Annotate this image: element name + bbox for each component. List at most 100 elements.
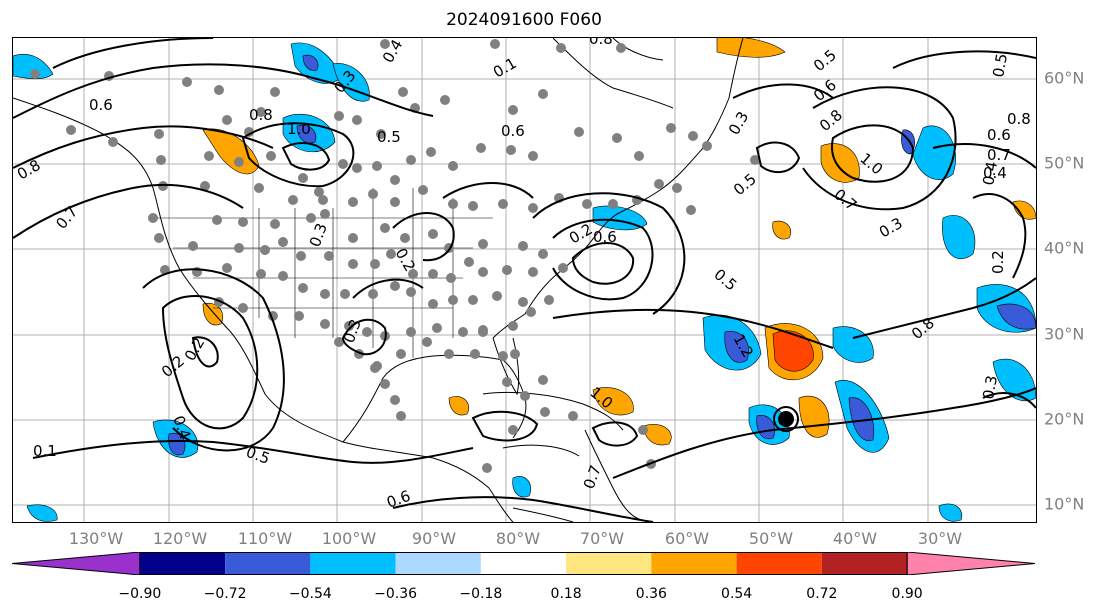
station-dot xyxy=(334,337,344,347)
station-dot xyxy=(422,337,432,347)
contour-label: 0.5 xyxy=(730,170,760,199)
station-dot xyxy=(528,203,538,213)
station-dot xyxy=(478,325,488,335)
colorbar-min-extension xyxy=(12,552,141,575)
station-dot xyxy=(368,189,378,199)
contour-label: 0.5 xyxy=(244,443,273,468)
station-dot xyxy=(528,267,538,277)
station-dot xyxy=(154,129,164,139)
station-dot xyxy=(234,243,244,253)
station-dot xyxy=(440,95,450,105)
contour-label: 0.7 xyxy=(52,203,81,233)
station-dot xyxy=(270,87,280,97)
station-dot xyxy=(418,185,428,195)
station-dot xyxy=(334,111,344,121)
station-dot xyxy=(320,319,330,329)
station-dot xyxy=(498,199,508,209)
contour-label: 0.8 xyxy=(249,106,273,124)
contour-label: 0.3 xyxy=(725,108,753,138)
contour-label: 0.7 xyxy=(830,185,860,214)
station-dot xyxy=(376,129,386,139)
station-dot xyxy=(390,281,400,291)
contour-label: 0.7 xyxy=(987,146,1011,164)
contour-label: 1.0 xyxy=(856,149,886,178)
station-dot xyxy=(654,179,664,189)
contour-label: 0.8 xyxy=(14,156,44,184)
station-dot xyxy=(544,295,554,305)
station-dot xyxy=(538,375,548,385)
colorbar-tick-label: 0.90 xyxy=(891,586,923,602)
colorbar-segment xyxy=(225,552,311,575)
station-dot xyxy=(498,351,508,361)
station-dot xyxy=(502,377,512,387)
longitude-label: 70°W xyxy=(579,529,625,548)
station-dot xyxy=(340,289,350,299)
station-dot xyxy=(508,425,518,435)
station-dot xyxy=(396,349,406,359)
colorbar-tick-label: −0.36 xyxy=(374,586,418,602)
station-dot xyxy=(200,181,210,191)
station-dot xyxy=(612,133,622,143)
station-dot xyxy=(608,199,618,209)
longitude-label: 100°W xyxy=(321,529,377,548)
station-dot xyxy=(370,363,380,373)
station-dot xyxy=(244,127,254,137)
contour-lines xyxy=(13,38,1036,522)
station-dot xyxy=(380,39,390,49)
station-dot xyxy=(666,123,676,133)
colorbar-segment xyxy=(395,552,481,575)
station-dot xyxy=(362,327,372,337)
station-dot xyxy=(296,251,306,261)
colorbar-segment xyxy=(821,552,908,575)
latitude-label: 50°N xyxy=(1044,153,1085,173)
station-dot xyxy=(458,327,468,337)
station-dot xyxy=(750,155,760,165)
station-dot xyxy=(702,141,712,151)
station-dot xyxy=(528,151,538,161)
station-dot xyxy=(540,407,550,417)
station-dot xyxy=(444,349,454,359)
station-dot xyxy=(188,241,198,251)
station-dot xyxy=(568,411,578,421)
station-dot xyxy=(318,195,328,205)
contour-label: 0.3 xyxy=(306,221,331,250)
station-dot xyxy=(464,257,474,267)
station-dot xyxy=(538,249,548,259)
station-dot xyxy=(518,241,528,251)
station-dot xyxy=(156,155,166,165)
station-dot xyxy=(214,85,224,95)
station-dot xyxy=(298,283,308,293)
station-dot xyxy=(320,289,330,299)
station-dot xyxy=(574,127,584,137)
colorbar-tick-label: −0.90 xyxy=(118,586,162,602)
contour-label: 0.5 xyxy=(810,46,840,75)
station-dot xyxy=(526,307,536,317)
station-dot xyxy=(508,321,518,331)
station-dot xyxy=(428,269,438,279)
map-canvas: 0.60.80.70.81.00.30.40.10.5 0.60.80.50.60… xyxy=(13,38,1036,522)
contour-label: 0.2 xyxy=(989,250,1007,274)
station-dot xyxy=(260,245,270,255)
contour-label: 0.3 xyxy=(979,374,1001,401)
station-dot xyxy=(278,237,288,247)
station-dot xyxy=(672,183,682,193)
station-dot xyxy=(256,269,266,279)
station-dot xyxy=(406,287,416,297)
colorbar-segment xyxy=(480,552,567,575)
station-dot xyxy=(278,271,288,281)
colorbar-tick-label: 0.54 xyxy=(721,586,753,602)
station-dot xyxy=(400,233,410,243)
station-dot xyxy=(204,151,214,161)
station-dot xyxy=(638,425,648,435)
colorbar-tick-label: −0.18 xyxy=(459,586,503,602)
station-dot xyxy=(686,205,696,215)
station-dot xyxy=(390,197,400,207)
colorbar-segment xyxy=(566,552,652,575)
latitude-label: 40°N xyxy=(1044,238,1085,258)
station-dot xyxy=(616,43,626,53)
longitude-label: 130°W xyxy=(68,529,124,548)
colorbar-tick-label: 0.36 xyxy=(635,586,667,602)
station-dot xyxy=(558,263,568,273)
colorbar-segment xyxy=(651,552,737,575)
station-dot xyxy=(688,131,698,141)
